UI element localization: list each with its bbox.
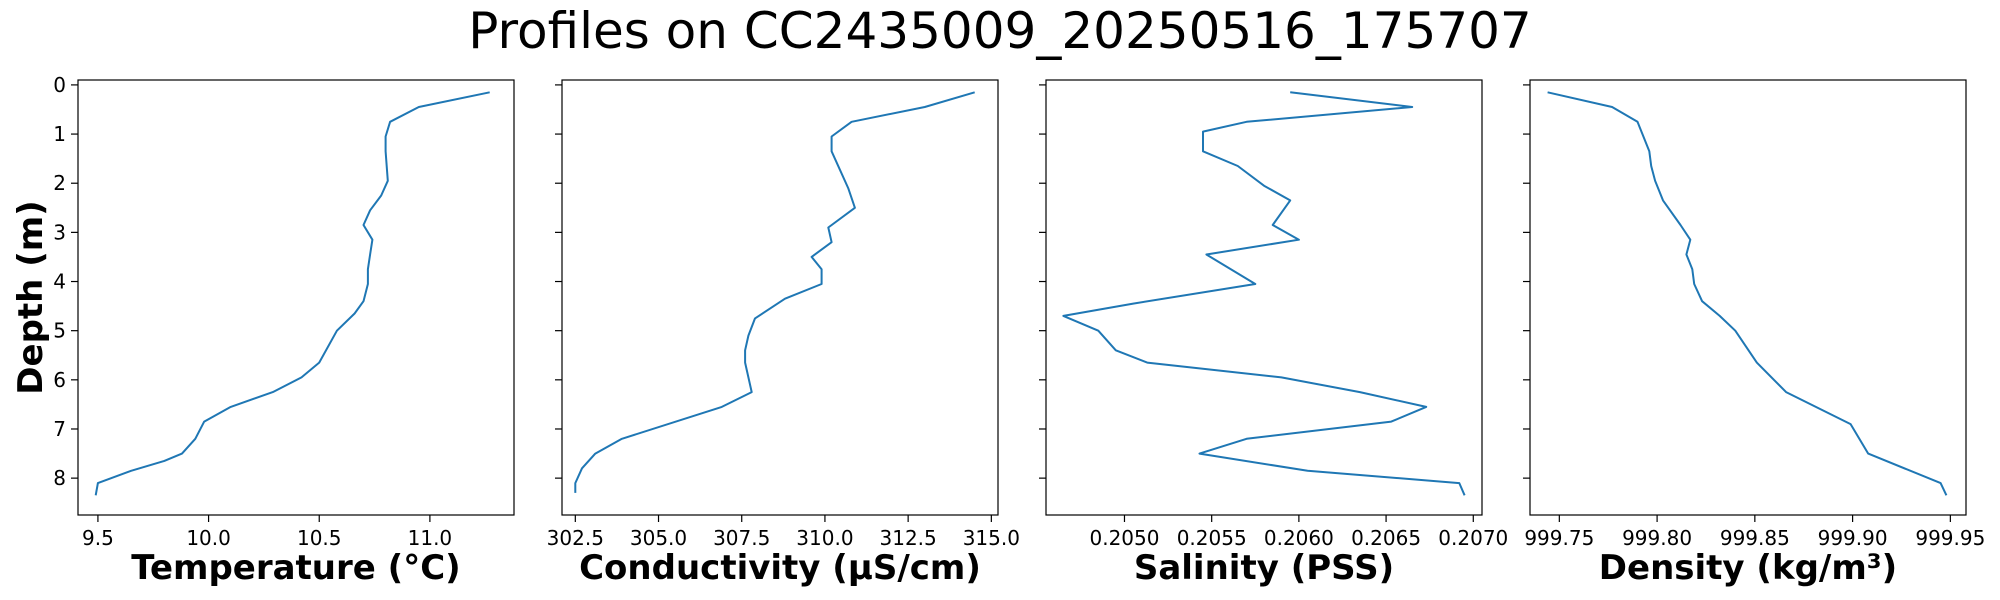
x-tick-label: 10.5	[297, 526, 342, 550]
x-tick-label: 307.5	[713, 526, 770, 550]
x-tick-label: 0.2050	[1089, 526, 1159, 550]
plot-frame	[77, 79, 515, 516]
x-tick-label: 0.2070	[1438, 526, 1508, 550]
plot-frame	[1529, 79, 1967, 516]
y-tick-label: 7	[53, 417, 66, 441]
x-tick-label: 999.95	[1915, 526, 1985, 550]
x-axis-label: Density (kg/m³)	[1599, 548, 1897, 588]
y-tick-label: 0	[53, 73, 66, 97]
panel-3: 0.2050 0.2055 0.2060 0.2065 0.2070 Salinity (…	[1039, 79, 1508, 588]
x-tick-label: 0.2065	[1351, 526, 1421, 550]
x-tick-label: 310.0	[796, 526, 853, 550]
y-tick-label: 2	[53, 171, 66, 195]
y-axis-label: Depth (m)	[11, 200, 51, 394]
x-tick-label: 10.0	[186, 526, 231, 550]
profile-line	[1547, 91, 1948, 496]
y-tick-label: 8	[53, 466, 66, 490]
y-tick-label: 6	[53, 368, 66, 392]
figure-title: Profiles on CC2435009_20250516_175707	[468, 2, 1531, 60]
x-tick-label: 305.0	[630, 526, 687, 550]
x-tick-label: 312.5	[880, 526, 937, 550]
x-tick-label: 999.85	[1720, 526, 1790, 550]
x-tick-label: 9.5	[82, 526, 114, 550]
profile-line	[1062, 91, 1466, 496]
x-tick-label: 315.0	[963, 526, 1020, 550]
panel-2: 302.5 305.0 307.5 310.0 312.5 315.0Conductivi…	[547, 79, 1020, 588]
panel-4: 999.75 999.80 999.85 999.90 999.95 Density (k…	[1523, 79, 1985, 588]
x-axis-label: Salinity (PSS)	[1134, 548, 1394, 588]
x-tick-label: 0.2055	[1177, 526, 1247, 550]
y-tick-label: 1	[53, 122, 66, 146]
x-tick-label: 999.75	[1524, 526, 1594, 550]
x-tick-label: 11.0	[408, 526, 453, 550]
x-tick-label: 0.2060	[1264, 526, 1334, 550]
x-tick-label: 999.90	[1818, 526, 1888, 550]
y-tick-label: 3	[53, 220, 66, 244]
x-axis-label: Temperature (°C)	[131, 548, 460, 588]
profile-line	[94, 91, 490, 496]
plot-frame	[1045, 79, 1483, 516]
profile-line	[574, 91, 975, 493]
y-tick-label: 5	[53, 319, 66, 343]
x-tick-label: 999.80	[1622, 526, 1692, 550]
x-axis-label: Conductivity (µS/cm)	[579, 548, 981, 588]
x-tick-label: 302.5	[547, 526, 604, 550]
y-tick-label: 4	[53, 270, 66, 294]
plot-frame	[561, 79, 999, 516]
